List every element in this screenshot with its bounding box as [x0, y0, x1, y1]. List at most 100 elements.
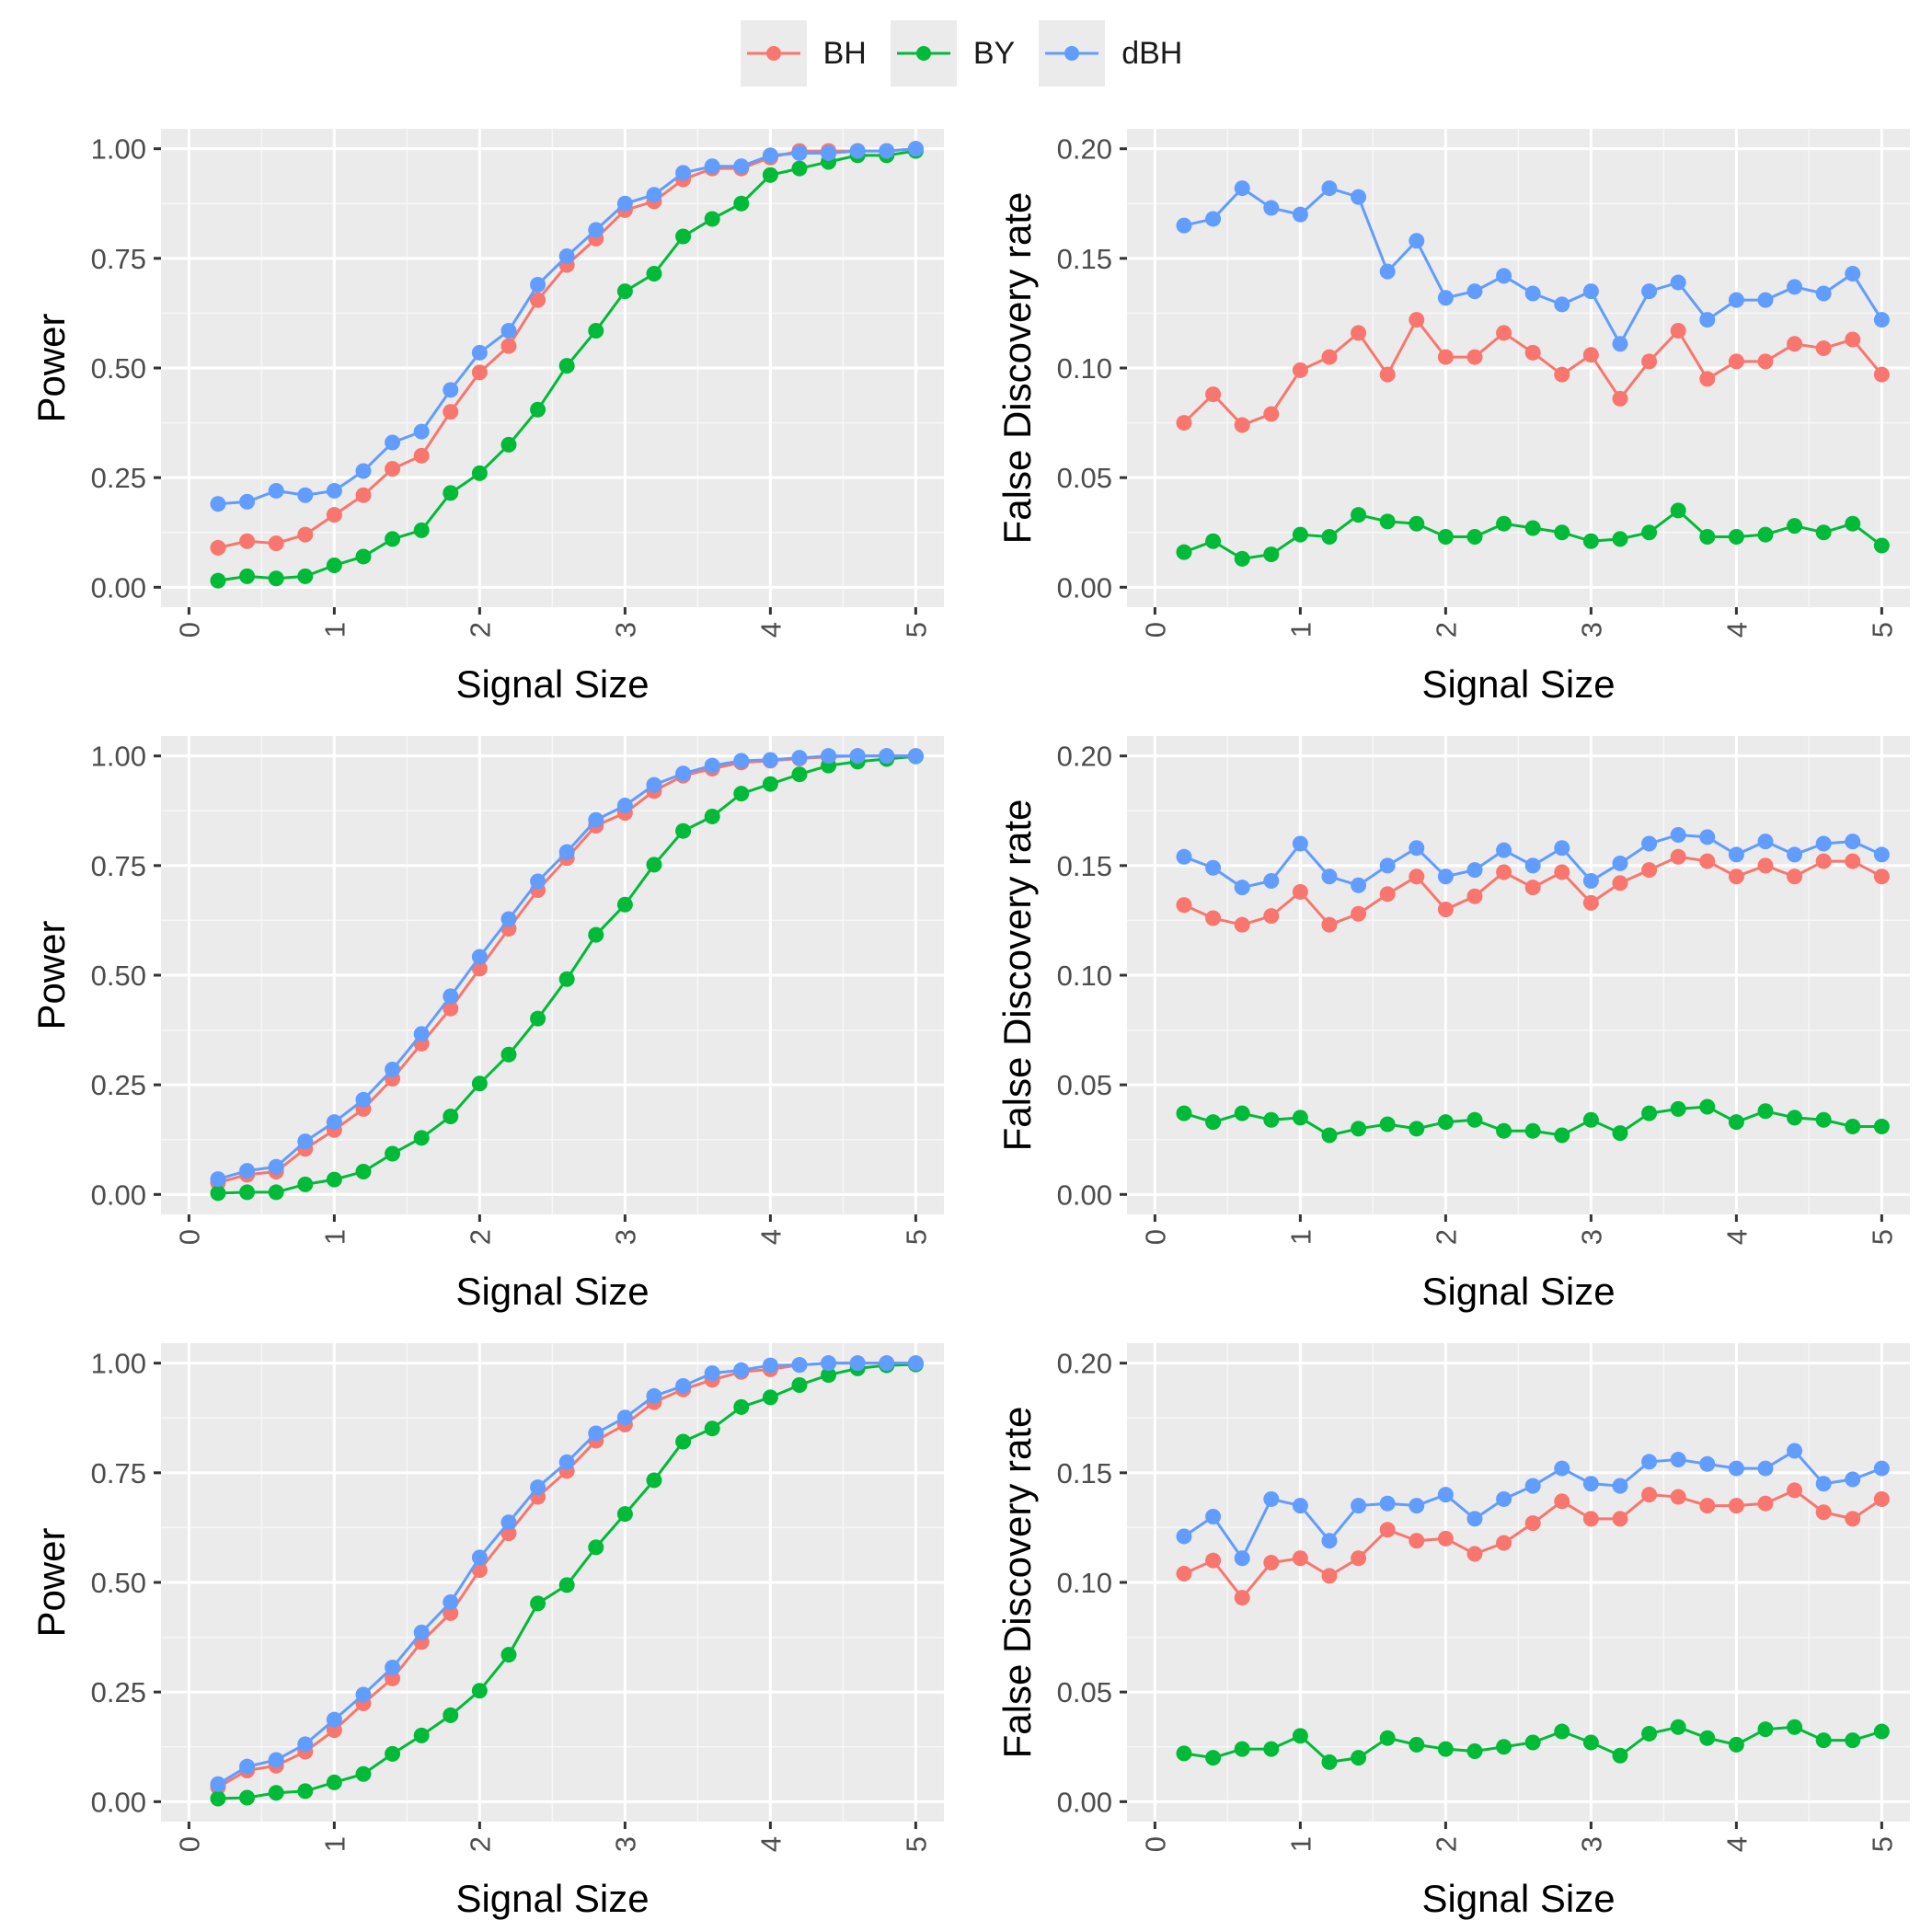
- data-point-dbh: [733, 753, 750, 769]
- x-tick-label: 1: [1284, 622, 1317, 638]
- data-point-by: [268, 1184, 284, 1201]
- y-tick-label: 0.75: [91, 850, 146, 882]
- data-point-by: [1815, 524, 1832, 541]
- data-point-dbh: [1728, 846, 1744, 863]
- data-point-dbh: [1641, 283, 1658, 300]
- data-point-by: [733, 1398, 750, 1415]
- x-tick-label: 0: [1139, 622, 1171, 638]
- data-point-dbh: [1466, 283, 1483, 300]
- x-tick-label: 2: [464, 1229, 496, 1245]
- data-point-by: [1699, 1730, 1716, 1746]
- x-tick-label: 0: [173, 622, 205, 638]
- data-point-dbh: [1496, 1490, 1512, 1507]
- data-point-bh: [1205, 386, 1222, 403]
- data-point-by: [1496, 1739, 1512, 1755]
- data-point-bh: [1409, 312, 1425, 328]
- data-point-by: [733, 195, 750, 212]
- data-point-dbh: [1351, 877, 1367, 893]
- y-axis-title: Power: [29, 313, 73, 422]
- y-tick-label: 0.00: [1057, 1179, 1112, 1211]
- panel-row3-right: 0.00 0.05 0.10 0.15 0.20 0 1 2 3 4 5 Signal Size Fal…: [995, 1343, 1910, 1920]
- data-point-bh: [1351, 325, 1367, 341]
- legend-key-bh: [740, 20, 807, 86]
- data-point-dbh: [1699, 1455, 1716, 1472]
- data-point-by: [210, 1790, 226, 1807]
- data-point-bh: [1873, 366, 1890, 383]
- data-point-by: [1234, 1105, 1250, 1121]
- data-point-dbh: [1612, 1478, 1628, 1494]
- data-point-dbh: [1554, 296, 1570, 313]
- data-point-by: [413, 1727, 430, 1743]
- data-point-dbh: [616, 798, 633, 814]
- data-point-dbh: [907, 1355, 924, 1372]
- panel-row2-left: 0.00 0.25 0.50 0.75 1.00 0 1 2 3 4 5 Signal Size Pow…: [29, 736, 944, 1313]
- data-point-by: [1582, 1734, 1599, 1751]
- data-point-bh: [1845, 331, 1861, 348]
- data-point-dbh: [762, 1357, 778, 1374]
- data-point-dbh: [849, 1355, 866, 1372]
- data-point-by: [326, 1171, 342, 1188]
- data-point-dbh: [1670, 826, 1686, 843]
- x-tick-label: 5: [900, 622, 932, 638]
- data-point-dbh: [879, 143, 895, 159]
- data-point-dbh: [1670, 274, 1686, 291]
- data-point-dbh: [588, 222, 604, 238]
- data-point-by: [1466, 529, 1483, 546]
- data-point-bh: [443, 1000, 459, 1017]
- data-point-dbh: [500, 911, 517, 927]
- data-point-dbh: [1496, 268, 1512, 284]
- data-point-by: [1757, 1103, 1774, 1120]
- data-point-by: [704, 211, 720, 227]
- data-point-by: [1437, 1741, 1454, 1757]
- data-point-by: [1524, 1122, 1541, 1139]
- data-point-bh: [1466, 349, 1483, 365]
- data-point-dbh: [210, 496, 226, 512]
- y-tick-label: 0.50: [91, 352, 146, 385]
- data-point-dbh: [1292, 835, 1308, 852]
- y-axis-title: Power: [29, 920, 73, 1029]
- data-point-bh: [530, 292, 546, 308]
- data-point-by: [1670, 502, 1686, 519]
- data-point-by: [1873, 1118, 1890, 1134]
- data-point-by: [1496, 515, 1512, 532]
- data-point-dbh: [326, 1114, 342, 1131]
- data-point-dbh: [1524, 1478, 1541, 1494]
- data-point-bh: [1641, 1487, 1658, 1503]
- y-tick-label: 0.15: [1057, 850, 1112, 882]
- x-tick-label: 5: [1866, 1836, 1898, 1852]
- data-point-by: [558, 358, 575, 374]
- data-point-by: [268, 570, 284, 587]
- data-point-dbh: [268, 1752, 284, 1768]
- data-point-dbh: [297, 1736, 314, 1753]
- data-point-dbh: [1787, 846, 1803, 863]
- data-point-bh: [239, 533, 256, 549]
- data-point-bh: [1351, 1550, 1367, 1567]
- data-point-by: [1612, 531, 1628, 547]
- data-point-dbh: [616, 195, 633, 212]
- panel-row1-right: 0.00 0.05 0.10 0.15 0.20 0 1 2 3 4 5 Signal Size Fal…: [995, 129, 1910, 706]
- panel-row3-left: 0.00 0.25 0.50 0.75 1.00 0 1 2 3 4 5 Signal Size Pow…: [29, 1343, 944, 1920]
- data-point-dbh: [239, 493, 256, 510]
- data-point-dbh: [1205, 211, 1222, 227]
- data-point-by: [1292, 526, 1308, 543]
- data-point-dbh: [500, 322, 517, 339]
- x-tick-label: 3: [609, 1229, 641, 1245]
- data-point-bh: [1582, 1511, 1599, 1527]
- data-point-bh: [1409, 1533, 1425, 1549]
- data-point-dbh: [239, 1163, 256, 1179]
- data-point-dbh: [1873, 846, 1890, 863]
- data-point-bh: [1176, 415, 1192, 431]
- data-point-by: [1466, 1743, 1483, 1760]
- data-point-by: [1554, 1127, 1570, 1144]
- data-point-bh: [1873, 1490, 1890, 1507]
- data-point-dbh: [1379, 263, 1396, 280]
- y-tick-label: 0.20: [1057, 741, 1112, 773]
- x-tick-label: 1: [318, 622, 351, 638]
- data-point-bh: [1670, 848, 1686, 865]
- data-point-by: [1728, 529, 1744, 546]
- data-point-bh: [1845, 1511, 1861, 1527]
- data-point-by: [762, 776, 778, 792]
- data-point-by: [530, 401, 546, 418]
- data-point-bh: [1437, 349, 1454, 365]
- data-point-bh: [1263, 908, 1280, 925]
